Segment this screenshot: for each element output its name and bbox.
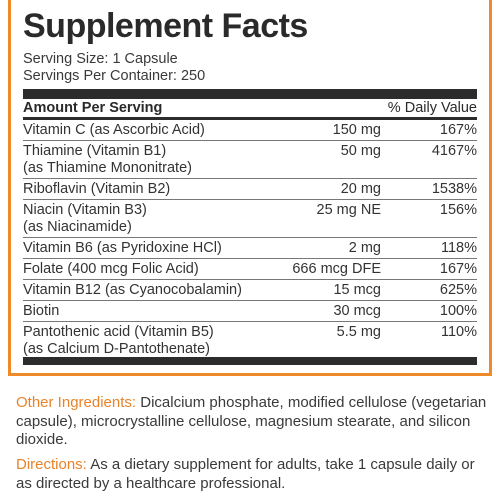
table-row: Vitamin B12 (as Cyanocobalamin) 15 mcg 6… <box>23 280 477 301</box>
nutrient-amount: 50 mg <box>340 143 381 159</box>
nutrient-name: Biotin <box>23 303 60 319</box>
nutrient-amount: 150 mg <box>332 122 381 138</box>
serving-size: Serving Size: 1 Capsule <box>23 51 178 67</box>
directions: Directions: As a dietary supplement for … <box>16 456 492 493</box>
nutrient-amount: 15 mcg <box>333 282 381 298</box>
nutrient-name: Riboflavin (Vitamin B2) <box>23 181 171 197</box>
nutrient-daily-value: 167% <box>439 122 477 138</box>
nutrient-daily-value: 110% <box>440 324 477 340</box>
nutrient-name: Thiamine (Vitamin B1) (as Thiamine Mononi… <box>23 143 192 176</box>
nutrient-name: Vitamin B12 (as Cyanocobalamin) <box>23 282 242 298</box>
nutrient-daily-value: 100% <box>439 303 477 319</box>
nutrient-amount: 5.5 mg <box>336 324 381 340</box>
nutrient-amount: 20 mg <box>340 181 381 197</box>
table-row: Pantothenic acid (Vitamin B5) (as Calcium… <box>23 322 477 359</box>
table-row: Niacin (Vitamin B3) (as Niacinamide) 25 m… <box>23 200 477 238</box>
header-daily-value: % Daily Value <box>387 100 477 116</box>
nutrient-amount: 666 mcg DFE <box>292 261 381 277</box>
supplement-facts-panel: Supplement Facts Serving Size: 1 Capsule… <box>8 0 492 376</box>
header-amount: Amount Per Serving <box>23 100 163 116</box>
nutrient-amount: 2 mg <box>348 240 381 256</box>
thick-divider <box>23 89 477 99</box>
servings-per-container: Servings Per Container: 250 <box>23 68 206 84</box>
bottom-divider <box>23 357 477 365</box>
nutrient-daily-value: 156% <box>439 202 477 218</box>
nutrient-daily-value: 625% <box>439 282 477 298</box>
nutrient-daily-value: 167% <box>439 261 477 277</box>
nutrient-name: Folate (400 mcg Folic Acid) <box>23 261 199 277</box>
nutrient-amount: 30 mcg <box>333 303 381 319</box>
other-ingredients: Other Ingredients: Dicalcium phosphate, … <box>16 394 492 450</box>
nutrient-name: Vitamin C (as Ascorbic Acid) <box>23 122 205 138</box>
table-row: Folate (400 mcg Folic Acid) 666 mcg DFE … <box>23 259 477 280</box>
directions-text: As a dietary supplement for adults, take… <box>16 456 475 492</box>
nutrient-daily-value: 4167% <box>431 143 477 159</box>
panel-title: Supplement Facts <box>23 7 308 45</box>
table-row: Thiamine (Vitamin B1) (as Thiamine Mononi… <box>23 141 477 179</box>
other-ingredients-label: Other Ingredients: <box>16 394 137 411</box>
table-header: Amount Per Serving % Daily Value <box>23 99 477 120</box>
table-row: Riboflavin (Vitamin B2) 20 mg 1538% <box>23 179 477 200</box>
other-ingredients-text: Dicalcium phosphate, modified cellulose … <box>16 394 487 448</box>
table-row: Vitamin B6 (as Pyridoxine HCl) 2 mg 118% <box>23 238 477 259</box>
table-row: Biotin 30 mcg 100% <box>23 301 477 322</box>
nutrient-name: Pantothenic acid (Vitamin B5) (as Calcium… <box>23 324 214 357</box>
nutrient-daily-value: 118% <box>440 240 477 256</box>
nutrient-name: Niacin (Vitamin B3) (as Niacinamide) <box>23 202 147 235</box>
table-row: Vitamin C (as Ascorbic Acid) 150 mg 167% <box>23 120 477 141</box>
directions-label: Directions: <box>16 456 87 473</box>
nutrient-amount: 25 mg NE <box>316 202 381 218</box>
nutrient-name: Vitamin B6 (as Pyridoxine HCl) <box>23 240 222 256</box>
nutrient-daily-value: 1538% <box>431 181 477 197</box>
